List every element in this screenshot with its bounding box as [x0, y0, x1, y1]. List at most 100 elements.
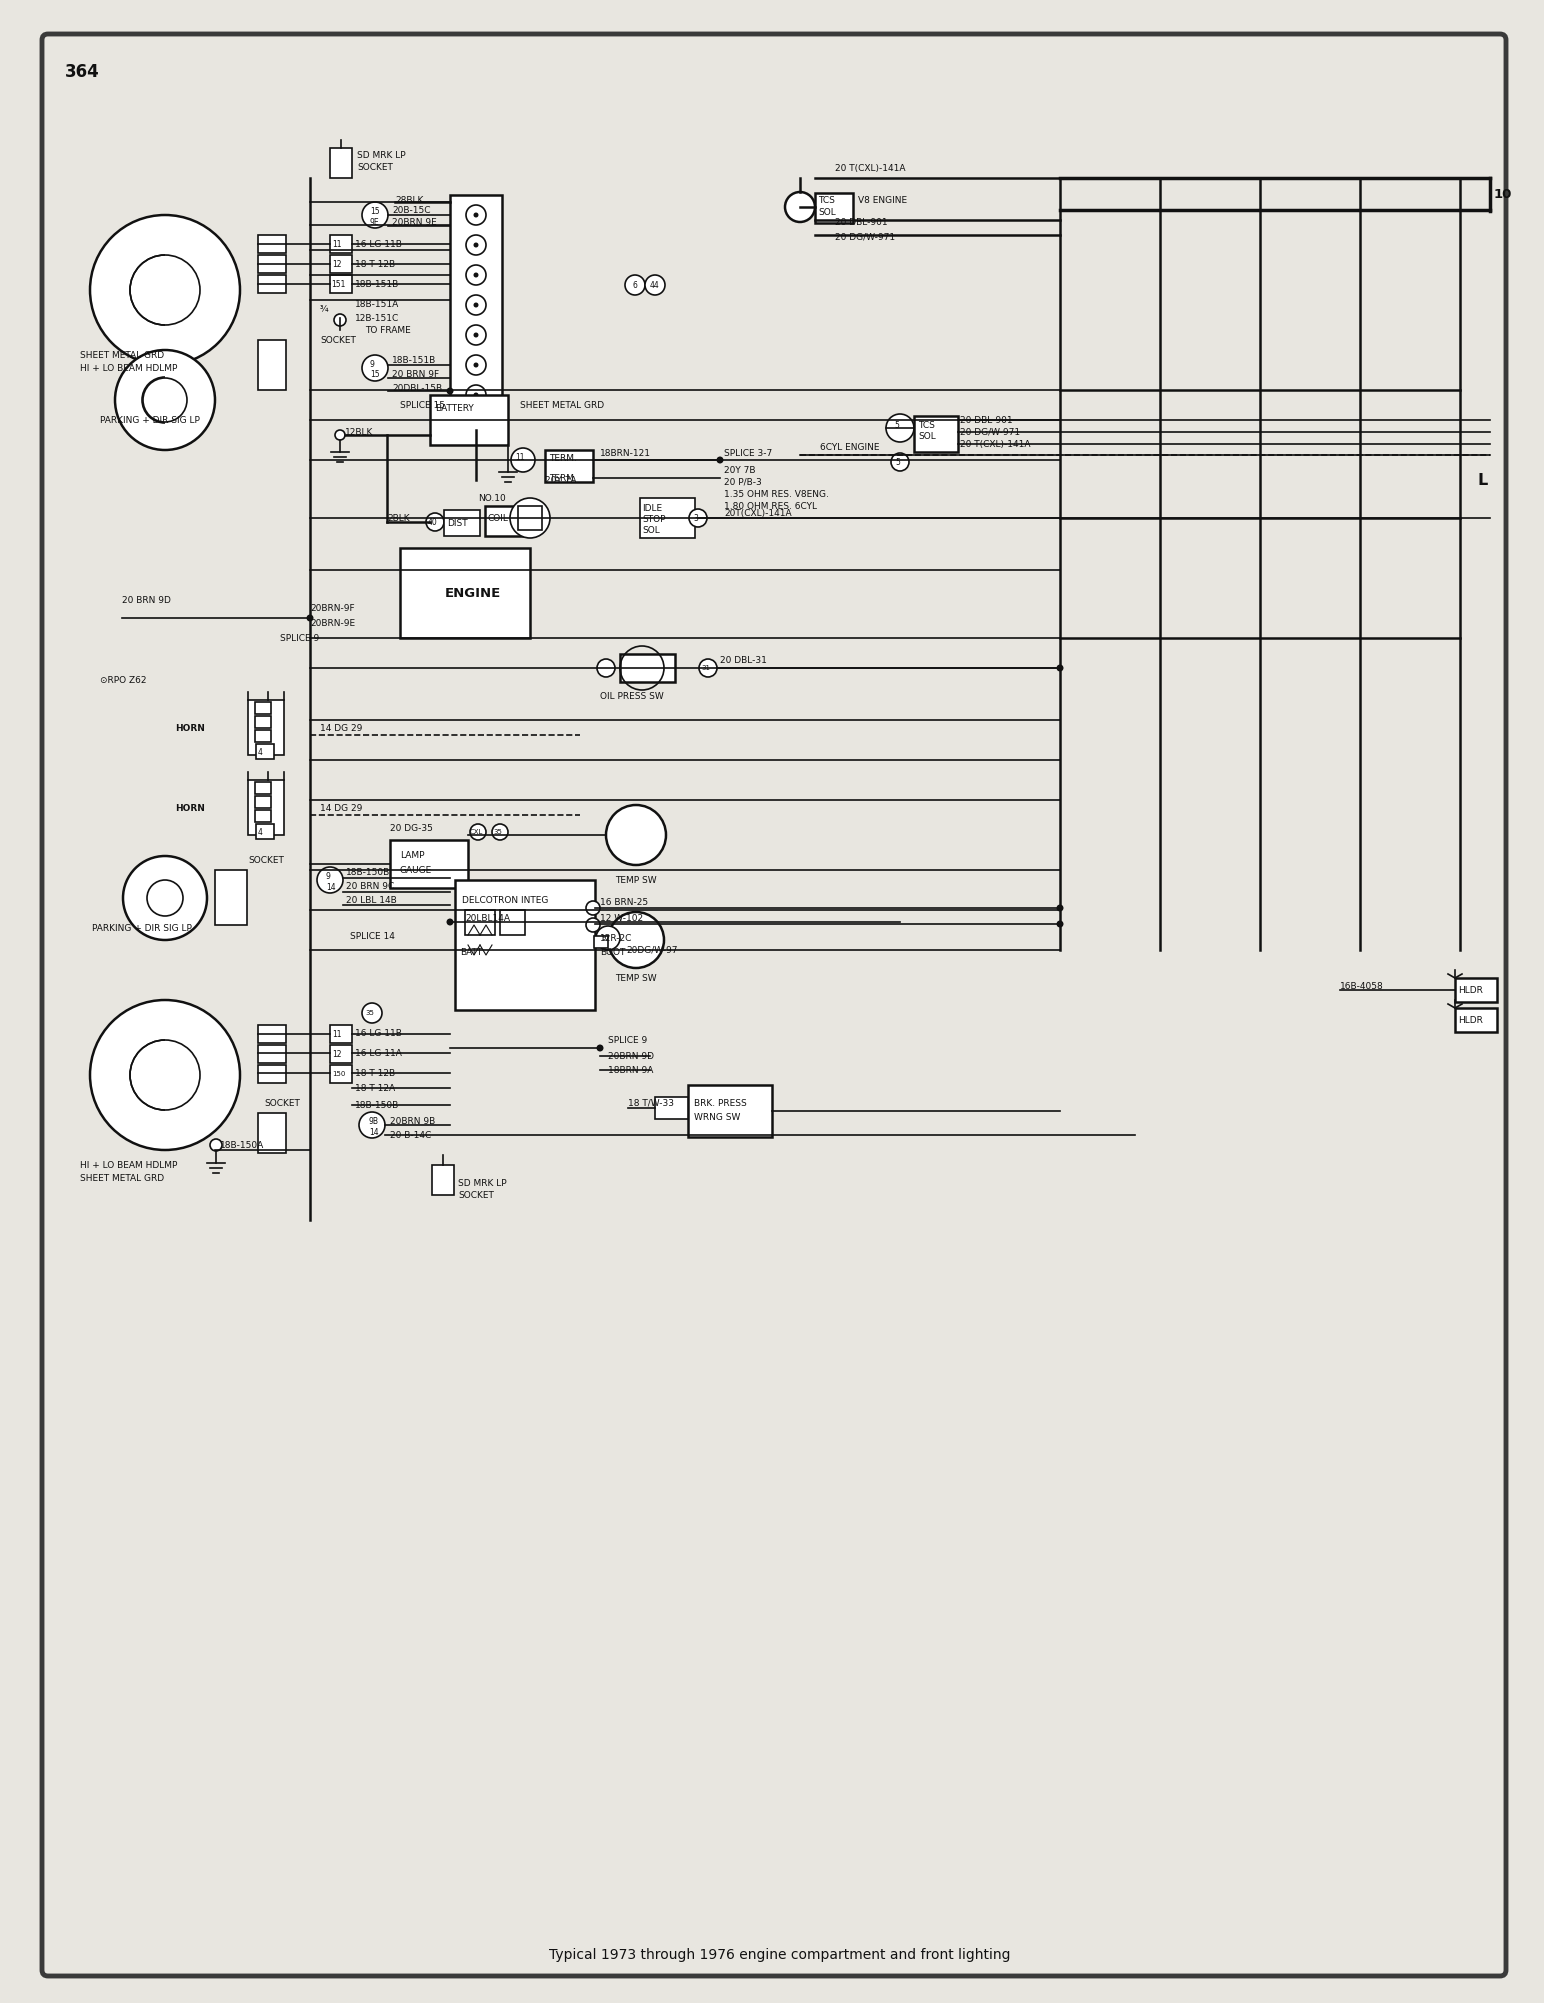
Bar — [455, 879, 594, 1010]
Text: 11: 11 — [516, 453, 525, 461]
Bar — [258, 274, 286, 292]
Text: CXL: CXL — [469, 829, 483, 835]
Circle shape — [689, 509, 707, 527]
Circle shape — [360, 1112, 384, 1138]
Text: 16B-4058: 16B-4058 — [1340, 981, 1383, 991]
Text: GAUGE: GAUGE — [400, 865, 432, 875]
Circle shape — [446, 387, 454, 395]
Circle shape — [130, 254, 201, 324]
Bar — [255, 795, 272, 807]
Bar — [432, 1166, 454, 1196]
Bar — [255, 701, 272, 713]
Text: 20 BRN 9C: 20 BRN 9C — [346, 881, 394, 891]
Circle shape — [466, 204, 486, 224]
Circle shape — [886, 415, 914, 443]
Text: HI + LO BEAM HDLMP: HI + LO BEAM HDLMP — [80, 363, 178, 373]
Circle shape — [716, 457, 724, 463]
Text: 18 T 12A: 18 T 12A — [355, 1084, 395, 1092]
Text: SPLICE 9: SPLICE 9 — [279, 633, 320, 643]
Bar — [500, 909, 525, 935]
Text: ⊙RPO Z62: ⊙RPO Z62 — [100, 675, 147, 685]
Text: SD MRK LP: SD MRK LP — [357, 150, 406, 160]
Text: 20 DBL-901: 20 DBL-901 — [960, 415, 1013, 425]
Text: 20 T(CXL)-141A: 20 T(CXL)-141A — [835, 164, 905, 172]
Bar — [256, 743, 273, 759]
Text: 35: 35 — [494, 829, 502, 835]
Circle shape — [210, 1140, 222, 1152]
Text: 18 T/W-33: 18 T/W-33 — [628, 1098, 675, 1108]
Text: 44: 44 — [650, 280, 659, 290]
Circle shape — [608, 911, 664, 967]
Text: TO FRAME: TO FRAME — [364, 326, 411, 335]
Text: BRK. PRESS: BRK. PRESS — [693, 1098, 747, 1108]
Text: 20LBL14A: 20LBL14A — [465, 913, 510, 923]
Text: TEMP SW: TEMP SW — [615, 973, 656, 983]
Bar — [330, 148, 352, 178]
Circle shape — [587, 901, 601, 915]
Bar — [258, 1026, 286, 1044]
Text: 20 BRN 9D: 20 BRN 9D — [122, 595, 171, 605]
Text: 35: 35 — [366, 1010, 375, 1016]
Text: ENGINE: ENGINE — [445, 587, 502, 599]
Text: 20BRN 9D: 20BRN 9D — [608, 1052, 655, 1060]
Text: 4: 4 — [258, 827, 262, 837]
Circle shape — [90, 999, 239, 1150]
Circle shape — [335, 431, 344, 441]
Text: LAMP: LAMP — [400, 851, 425, 859]
Text: 20B-15C: 20B-15C — [392, 206, 431, 214]
Bar — [256, 823, 273, 839]
Circle shape — [114, 351, 215, 451]
Text: SHEET METAL GRD: SHEET METAL GRD — [520, 401, 604, 409]
Text: 1.80 OHM RES. 6CYL: 1.80 OHM RES. 6CYL — [724, 501, 817, 511]
Text: 18 T 12B: 18 T 12B — [355, 260, 395, 268]
Text: 20Y 7B: 20Y 7B — [724, 465, 755, 475]
Text: HLDR: HLDR — [1458, 1016, 1482, 1024]
Bar — [429, 395, 508, 445]
Text: 15: 15 — [371, 206, 380, 216]
Text: COIL: COIL — [488, 513, 510, 523]
Text: HI + LO BEAM HDLMP: HI + LO BEAM HDLMP — [80, 1160, 178, 1170]
Text: 20BRN-9E: 20BRN-9E — [310, 619, 355, 627]
Text: TERM: TERM — [550, 473, 574, 483]
Text: 20T(CXL)-141A: 20T(CXL)-141A — [724, 509, 792, 517]
Text: 5: 5 — [894, 421, 900, 429]
Text: 14 DG 29: 14 DG 29 — [320, 723, 363, 733]
Text: 18BRN 9A: 18BRN 9A — [608, 1066, 653, 1074]
Text: 14 DG 29: 14 DG 29 — [320, 803, 363, 813]
Circle shape — [598, 659, 615, 677]
Circle shape — [474, 302, 479, 308]
Text: 18B-150B: 18B-150B — [355, 1100, 400, 1110]
Bar — [465, 909, 496, 935]
Text: 5: 5 — [896, 457, 900, 467]
Circle shape — [307, 615, 313, 621]
Circle shape — [474, 393, 479, 397]
Text: NO.10: NO.10 — [479, 493, 506, 503]
Circle shape — [474, 332, 479, 337]
Text: 20 DG-35: 20 DG-35 — [391, 823, 432, 833]
Text: SOCKET: SOCKET — [459, 1190, 494, 1200]
Circle shape — [144, 379, 187, 423]
Text: 28BLK: 28BLK — [395, 196, 423, 204]
Bar — [255, 781, 272, 793]
Text: SOL: SOL — [642, 525, 659, 535]
Text: 16 LG 11B: 16 LG 11B — [355, 1028, 401, 1038]
Bar — [485, 507, 523, 537]
Circle shape — [361, 1004, 381, 1024]
Text: BOOT: BOOT — [601, 947, 625, 957]
Circle shape — [474, 363, 479, 367]
Text: 12BLK: 12BLK — [344, 427, 374, 437]
Bar — [445, 511, 480, 537]
Circle shape — [474, 272, 479, 278]
Circle shape — [361, 202, 388, 228]
Bar — [258, 1066, 286, 1084]
Text: 3: 3 — [693, 513, 698, 523]
Circle shape — [510, 499, 550, 539]
Text: 16 LG 11B: 16 LG 11B — [355, 240, 401, 248]
Text: 20 B-14C: 20 B-14C — [391, 1130, 431, 1140]
Bar — [400, 549, 530, 639]
Circle shape — [784, 192, 815, 222]
Text: 4: 4 — [258, 747, 262, 757]
Text: 20BRN 9B: 20BRN 9B — [391, 1116, 435, 1126]
Circle shape — [446, 919, 454, 925]
Circle shape — [90, 214, 239, 365]
